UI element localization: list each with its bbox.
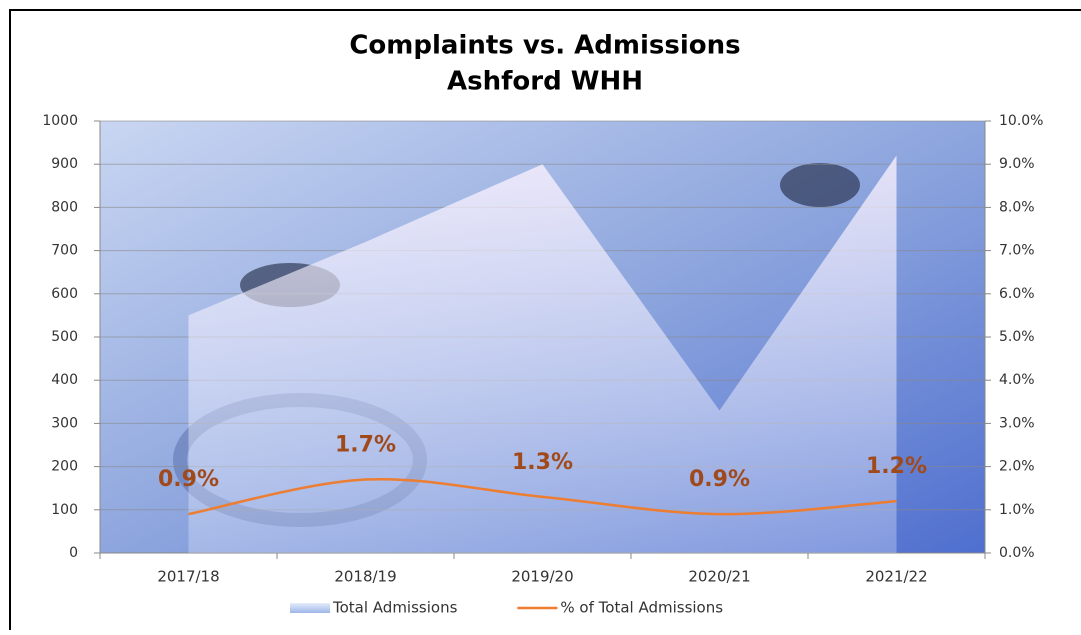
x-tick-label: 2018/19 xyxy=(334,568,396,586)
y2-tick-label: 10.0% xyxy=(999,113,1043,129)
y2-tick-label: 6.0% xyxy=(999,286,1035,302)
y-tick-label: 500 xyxy=(51,329,78,345)
y2-tick-label: 0.0% xyxy=(999,545,1035,561)
y-tick-label: 700 xyxy=(51,243,78,259)
y-tick-label: 800 xyxy=(51,199,78,215)
chart-title: Complaints vs. Admissions xyxy=(349,31,740,61)
data-label: 1.2% xyxy=(866,454,927,479)
legend-label: % of Total Admissions xyxy=(560,599,723,617)
data-label: 1.7% xyxy=(335,433,396,458)
y-tick-label: 0 xyxy=(69,545,78,561)
chart-subtitle: Ashford WHH xyxy=(447,67,643,97)
data-label: 0.9% xyxy=(689,467,750,492)
y2-tick-label: 4.0% xyxy=(999,372,1035,388)
y2-tick-label: 7.0% xyxy=(999,243,1035,259)
x-tick-label: 2021/22 xyxy=(865,568,927,586)
y-tick-label: 300 xyxy=(51,415,78,431)
y2-tick-label: 9.0% xyxy=(999,156,1035,172)
y2-tick-label: 5.0% xyxy=(999,329,1035,345)
y-tick-label: 1000 xyxy=(42,113,78,129)
y-tick-label: 600 xyxy=(51,286,78,302)
x-tick-label: 2019/20 xyxy=(511,568,573,586)
legend-label: Total Admissions xyxy=(332,599,458,617)
y-tick-label: 900 xyxy=(51,156,78,172)
y2-tick-label: 1.0% xyxy=(999,502,1035,518)
legend-swatch xyxy=(290,603,330,613)
data-label: 0.9% xyxy=(158,467,219,492)
y2-tick-label: 3.0% xyxy=(999,415,1035,431)
x-tick-label: 2017/18 xyxy=(157,568,219,586)
chart: Complaints vs. Admissions Ashford WHH 0 1… xyxy=(0,0,1081,630)
data-label: 1.3% xyxy=(512,450,573,475)
y2-tick-label: 8.0% xyxy=(999,199,1035,215)
y-tick-label: 400 xyxy=(51,372,78,388)
y-tick-label: 200 xyxy=(51,459,78,475)
x-tick-label: 2020/21 xyxy=(688,568,750,586)
y2-tick-label: 2.0% xyxy=(999,459,1035,475)
y-tick-label: 100 xyxy=(51,502,78,518)
decoration xyxy=(780,163,860,207)
